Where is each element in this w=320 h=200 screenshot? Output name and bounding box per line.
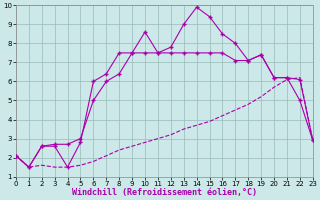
X-axis label: Windchill (Refroidissement éolien,°C): Windchill (Refroidissement éolien,°C) [72, 188, 257, 197]
